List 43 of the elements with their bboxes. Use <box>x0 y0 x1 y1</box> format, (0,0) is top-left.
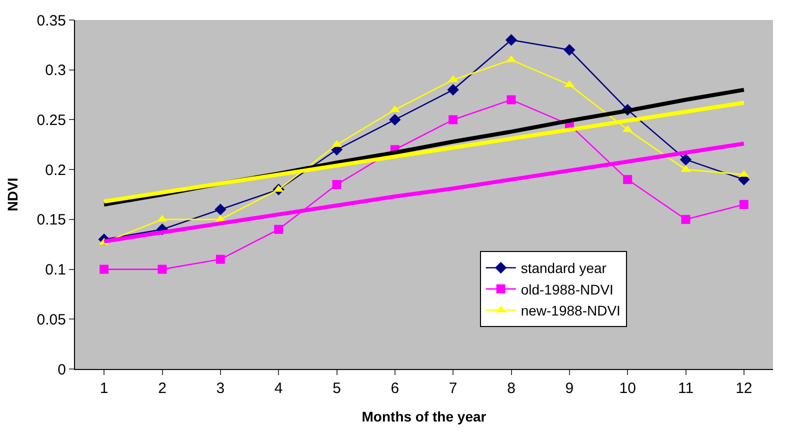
point <box>506 55 516 62</box>
y-tick-label: 0.25 <box>36 112 66 129</box>
legend-label: new-1988-NDVI <box>520 302 620 319</box>
y-tick-label: 0.05 <box>36 311 66 328</box>
point <box>274 224 284 234</box>
y-tick-label: 0.15 <box>36 212 66 229</box>
point <box>681 214 690 224</box>
y-tick-label: 0.3 <box>45 62 66 80</box>
y-tick-label: 0 <box>58 361 66 378</box>
point <box>100 264 109 274</box>
point <box>216 254 225 264</box>
x-tick-label: 10 <box>619 380 636 397</box>
x-tick-label: 2 <box>158 380 166 397</box>
x-tick-label: 12 <box>736 380 752 397</box>
point <box>448 115 458 124</box>
point <box>564 44 576 56</box>
x-tick-label: 6 <box>390 380 400 397</box>
y-tick-label: 0.1 <box>45 262 66 279</box>
y-tick-label: 0.2 <box>45 162 66 179</box>
point <box>214 204 226 216</box>
legend-label: old-1988-NDVI <box>520 281 614 298</box>
y-tick-label: 0.35 <box>36 12 66 30</box>
x-tick-label: 3 <box>216 380 225 397</box>
x-tick-label: 8 <box>507 380 516 397</box>
point <box>739 200 748 209</box>
point <box>447 84 459 96</box>
point <box>158 264 167 274</box>
point <box>157 214 168 222</box>
x-tick-label: 7 <box>448 380 458 397</box>
x-tick-label: 4 <box>274 380 283 397</box>
point <box>332 180 342 190</box>
y-axis-title: NDVI <box>4 178 20 212</box>
point <box>389 114 401 126</box>
x-tick-label: 9 <box>565 380 574 397</box>
point <box>680 154 692 166</box>
point <box>505 34 518 46</box>
x-axis-title: Months of the year <box>362 408 487 424</box>
legend-label: standard year <box>520 260 607 276</box>
x-tick-label: 5 <box>332 380 341 397</box>
point <box>623 175 632 184</box>
point <box>506 95 516 104</box>
x-tick-label: 1 <box>100 380 108 397</box>
x-tick-label: 11 <box>678 380 694 397</box>
